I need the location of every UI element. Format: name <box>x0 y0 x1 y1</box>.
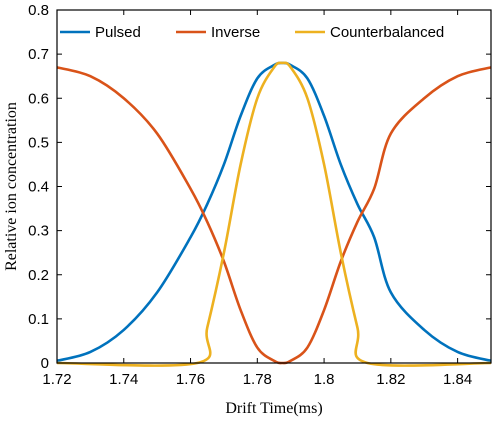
y-tick-label: 0.4 <box>28 179 49 196</box>
y-axis-label: Relative ion concentration <box>3 102 20 271</box>
x-tick-label: 1.74 <box>109 371 138 388</box>
y-tick-label: 0.1 <box>28 311 49 328</box>
y-tick-label: 0.2 <box>28 267 49 284</box>
plot-lines <box>56 61 492 367</box>
y-tick-label: 0.7 <box>28 46 49 63</box>
y-tick-label: 0.6 <box>28 90 49 107</box>
y-tick-label: 0 <box>41 355 49 372</box>
x-tick-label: 1.72 <box>42 371 71 388</box>
legend: Pulsed Inverse Counterbalanced <box>60 24 444 41</box>
legend-label-counterbalanced: Counterbalanced <box>330 24 444 41</box>
x-tick-label: 1.84 <box>443 371 472 388</box>
x-tick-label: 1.76 <box>176 371 205 388</box>
y-tick-label: 0.5 <box>28 134 49 151</box>
x-axis-label: Drift Time(ms) <box>225 400 322 417</box>
series-line-counterbalanced <box>56 61 492 367</box>
y-tick-label: 0.8 <box>28 2 49 19</box>
plot-frame <box>56 9 492 364</box>
axis-ticks: 1.72 1.74 1.76 1.78 1.8 1.82 1.84 0 0.1 0.2 0.3 0.4… <box>28 2 491 388</box>
x-tick-label: 1.8 <box>314 371 335 388</box>
series-line-pulsed <box>56 61 492 363</box>
legend-label-pulsed: Pulsed <box>95 24 141 41</box>
x-tick-label: 1.78 <box>243 371 272 388</box>
x-tick-label: 1.82 <box>376 371 405 388</box>
legend-label-inverse: Inverse <box>211 24 260 41</box>
y-tick-label: 0.3 <box>28 223 49 240</box>
series-line-inverse <box>56 66 492 365</box>
